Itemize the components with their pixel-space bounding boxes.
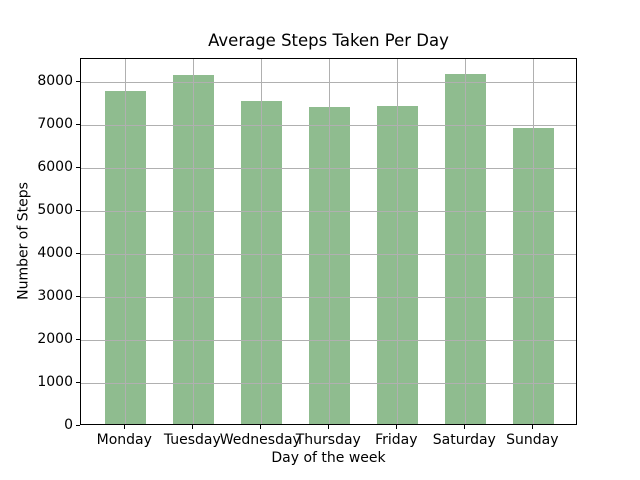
h-gridline [81, 339, 576, 341]
y-tick-label: 8000 [37, 73, 73, 90]
v-gridline [260, 59, 262, 424]
v-gridline [532, 59, 534, 424]
y-tick-mark [76, 338, 80, 340]
plot-area [80, 58, 577, 425]
x-tick-mark [327, 425, 329, 429]
y-tick-mark [76, 123, 80, 125]
y-tick-mark [76, 166, 80, 168]
v-gridline [328, 59, 330, 424]
y-tick-mark [76, 80, 80, 82]
y-tick-mark [76, 295, 80, 297]
y-tick-mark [76, 209, 80, 211]
y-tick-mark [76, 424, 80, 426]
y-tick-label: 6000 [37, 159, 73, 176]
v-gridline [124, 59, 126, 424]
h-gridline [81, 296, 576, 298]
v-gridline [396, 59, 398, 424]
y-tick-label: 1000 [37, 374, 73, 391]
x-tick-label: Monday [96, 432, 152, 448]
y-tick-mark [76, 252, 80, 254]
x-tick-label: Friday [375, 432, 418, 448]
x-axis-label: Day of the week [271, 450, 386, 466]
x-tick-label: Tuesday [163, 432, 221, 448]
h-gridline [81, 124, 576, 126]
x-tick-label: Sunday [506, 432, 559, 448]
v-gridline [464, 59, 466, 424]
v-gridline [192, 59, 194, 424]
h-gridline [81, 167, 576, 169]
x-tick-label: Saturday [432, 432, 496, 448]
grid-layer [81, 59, 576, 424]
h-gridline [81, 210, 576, 212]
chart-title: Average Steps Taken Per Day [208, 31, 449, 50]
x-tick-label: Wednesday [219, 432, 301, 448]
y-tick-label: 5000 [37, 202, 73, 219]
x-tick-mark [259, 425, 261, 429]
x-tick-mark [463, 425, 465, 429]
h-gridline [81, 382, 576, 384]
x-tick-label: Thursday [295, 432, 361, 448]
y-tick-label: 3000 [37, 288, 73, 305]
y-tick-label: 7000 [37, 116, 73, 133]
y-tick-label: 2000 [37, 331, 73, 348]
y-tick-label: 0 [64, 417, 73, 433]
x-tick-mark [191, 425, 193, 429]
h-gridline [81, 81, 576, 83]
x-tick-mark [531, 425, 533, 429]
y-tick-mark [76, 381, 80, 383]
x-tick-mark [395, 425, 397, 429]
y-tick-label: 4000 [37, 245, 73, 262]
h-gridline [81, 253, 576, 255]
x-tick-mark [123, 425, 125, 429]
